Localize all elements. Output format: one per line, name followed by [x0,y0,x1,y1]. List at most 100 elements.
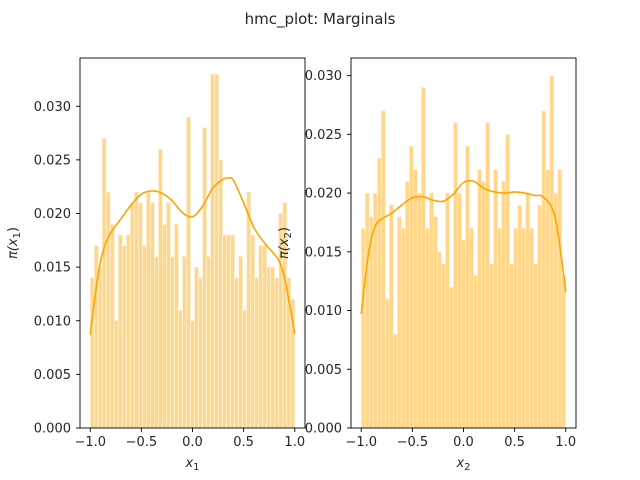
y-axis-label: π(x1) [6,227,23,259]
x-tick-label: −1.0 [74,435,106,450]
histogram-bar [400,227,406,429]
histogram-bar [242,309,248,429]
histogram-bar [258,245,264,429]
histogram-bar [481,180,486,429]
x-axis-label-base: x [455,456,464,471]
histogram-bar [153,256,159,429]
histogram-bar [408,145,414,429]
histogram-bar [449,286,454,429]
histogram-bar [101,138,107,429]
histogram-bar [501,180,507,429]
histogram-bar [473,274,478,429]
histogram-bar [226,234,232,429]
x-tick-label: 0.0 [453,435,474,450]
x-tick-label: 0.5 [233,435,254,450]
histogram-bar [521,227,527,429]
histogram-bar [412,169,418,429]
y-tick-label: 0.025 [305,128,342,143]
marginal-plot-x2: −1.0 −0.5 0.0 0.5 1.00.0000.0050.0100.0150.0… [277,57,577,473]
histogram-bar [424,227,430,429]
x-tick-label: 0.0 [182,435,203,450]
histogram-bar [505,133,511,429]
histogram-bar [453,122,458,429]
x-tick-label: 1.0 [284,435,305,450]
histogram-bar [254,277,260,429]
x-tick-label: 1.0 [555,435,576,450]
x-axis-label-base: x [184,456,193,471]
histogram-bar [429,192,434,429]
histogram-bar [266,266,272,429]
histogram-bar [194,266,199,429]
histogram-bar [238,256,244,429]
x-axis-label-subscript: 1 [193,462,199,473]
histogram-bars [360,75,567,429]
histogram-bar [376,157,382,429]
histogram-bar [465,145,470,429]
y-tick-label: 0.030 [305,69,342,84]
marginal-plot-x1: −1.0 −0.5 0.0 0.5 1.0 0.000 0.005 0.010 0.015 0.0… [6,57,306,473]
histogram-bar [149,202,155,429]
y-axis-label-base: π(x [6,238,21,259]
y-tick-label: 0.020 [34,207,71,222]
histogram-bar [230,234,236,429]
histogram-bar [380,110,386,429]
histogram-bar [198,277,203,429]
histogram-bar [445,192,450,429]
y-tick-label: 0.015 [305,245,342,260]
y-tick-label: 0.005 [34,368,71,383]
histogram-bar [137,202,143,429]
histogram-bar [141,245,147,429]
histogram-bar [364,192,370,429]
histogram-bar [437,251,442,429]
x-tick-label: 0.5 [504,435,525,450]
histogram-bar [113,320,119,429]
histogram-bar [210,73,215,429]
histogram-bar [274,277,280,429]
histogram-bar [545,169,551,429]
histogram-bar [174,223,179,429]
histogram-bar [493,169,498,429]
histogram-bar [533,263,539,429]
histogram-bar [206,256,211,429]
y-tick-label: 0.020 [305,187,342,202]
histogram-bar [433,216,438,429]
x-axis-label-subscript: 2 [464,462,470,473]
histogram-bar [125,234,131,429]
histogram-bar [477,169,482,429]
histogram-bar [129,202,135,429]
histogram-bar [166,202,171,429]
histogram-bar [202,127,207,429]
histogram-bar [117,234,123,429]
y-tick-label: 0.000 [34,422,71,437]
histogram-bar [234,277,240,429]
histogram-bar [557,169,563,429]
histogram-bar [250,234,256,429]
histogram-bar [133,191,139,429]
histogram-bar [392,333,398,429]
histogram-bar [537,204,543,429]
histogram-bar [246,191,252,429]
histogram-bar [170,256,175,429]
histogram-bar [97,266,103,429]
histogram-bars [89,73,296,429]
y-axis-label-subscript: 2 [283,232,294,238]
kde-curve [360,179,567,315]
x-axis-label: x1 [184,456,199,473]
histogram-bar [441,263,446,429]
y-tick-label: 0.025 [34,153,71,168]
histogram-bar [404,180,410,429]
histogram-bar [384,298,390,429]
histogram-bar [222,234,227,429]
x-axis-label: x2 [455,456,470,473]
histogram-bar [509,263,515,429]
histogram-bar [162,223,167,429]
histogram-bar [186,116,191,429]
y-tick-label: 0.015 [34,261,71,276]
histogram-bar [541,110,547,429]
y-axis-label-close: ) [277,227,292,232]
histogram-bar [360,227,366,429]
x-tick-label: −0.5 [126,435,158,450]
histogram-bar [461,239,466,429]
figure-title: hmc_plot: Marginals [245,10,396,29]
